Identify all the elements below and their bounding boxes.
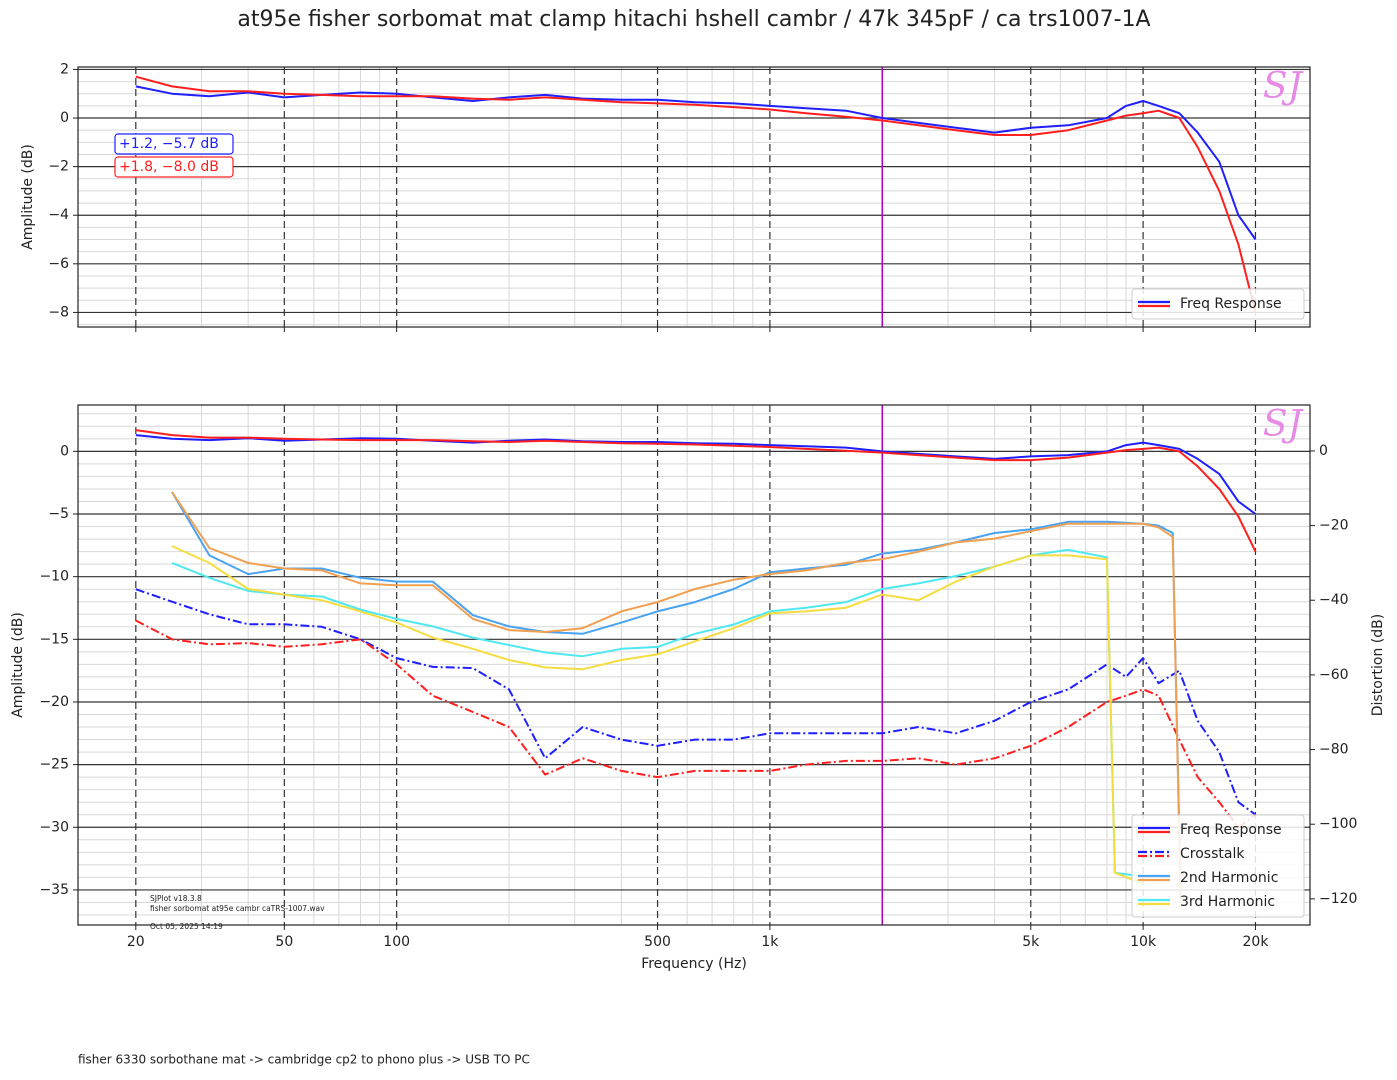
x-tick-label: 100 bbox=[383, 934, 410, 950]
x-tick-label: 500 bbox=[644, 934, 671, 950]
logo: SJ bbox=[1263, 66, 1305, 107]
x-tick-label: 1k bbox=[761, 934, 779, 950]
y2-tick-label: −20 bbox=[1319, 518, 1349, 534]
footer: fisher 6330 sorbothane mat -> cambridge … bbox=[78, 1053, 530, 1067]
series-line bbox=[171, 545, 1144, 885]
logo: SJ bbox=[1263, 404, 1305, 445]
annotation: +1.8, −8.0 dB bbox=[119, 159, 219, 175]
y-tick-label: 0 bbox=[60, 443, 69, 459]
legend-label: Crosstalk bbox=[1180, 846, 1245, 862]
series-line bbox=[171, 491, 1182, 899]
series-line bbox=[135, 434, 1257, 515]
y2-tick-label: −120 bbox=[1319, 891, 1357, 907]
y-tick-label: −30 bbox=[39, 819, 69, 835]
series-line bbox=[135, 588, 1257, 816]
chart-title: at95e fisher sorbomat mat clamp hitachi … bbox=[237, 7, 1150, 32]
legend-box bbox=[1131, 288, 1305, 320]
x-tick-label: 50 bbox=[275, 934, 293, 950]
annotation-box bbox=[114, 133, 234, 155]
y-tick-label: 2 bbox=[60, 61, 69, 77]
x-tick-label: 10k bbox=[1130, 934, 1157, 950]
series-line bbox=[171, 491, 1182, 892]
y-axis-label: Amplitude (dB) bbox=[20, 144, 36, 250]
legend-label: Freq Response bbox=[1180, 296, 1282, 312]
y2-tick-label: −60 bbox=[1319, 667, 1349, 683]
y-tick-label: −35 bbox=[39, 882, 69, 898]
annotation: +1.2, −5.7 dB bbox=[119, 136, 219, 152]
note: fisher sorbomat at95e cambr caTRS-1007.w… bbox=[150, 904, 325, 913]
y-tick-label: −5 bbox=[48, 506, 69, 522]
x-tick-label: 20 bbox=[127, 934, 145, 950]
y-tick-label: −4 bbox=[48, 207, 69, 223]
plot-frame bbox=[77, 66, 1311, 328]
series-line bbox=[135, 619, 1257, 829]
y-tick-label: −6 bbox=[48, 256, 69, 272]
note: Oct 05, 2025 14:19 bbox=[150, 922, 223, 931]
y-tick-label: −8 bbox=[48, 304, 69, 320]
y2-tick-label: −100 bbox=[1319, 816, 1357, 832]
series-line bbox=[135, 85, 1257, 241]
y-tick-label: −20 bbox=[39, 694, 69, 710]
legend-label: 3rd Harmonic bbox=[1180, 894, 1275, 910]
y2-tick-label: −40 bbox=[1319, 592, 1349, 608]
chart-panel: 20 50 100 500 1k 5k 10k 20k −35 −30 −25 −20 −15 −10 −5… bbox=[10, 404, 1386, 972]
y2-axis-label: Distortion (dB) bbox=[1370, 614, 1386, 716]
note: SJPlot v18.3.8 bbox=[150, 894, 202, 903]
y-axis-label: Amplitude (dB) bbox=[10, 612, 26, 718]
x-tick-label: 20k bbox=[1243, 934, 1270, 950]
legend-label: 2nd Harmonic bbox=[1180, 870, 1278, 886]
x-axis-label: Frequency (Hz) bbox=[641, 956, 747, 972]
legend-box bbox=[1131, 814, 1305, 918]
x-tick-label: 5k bbox=[1022, 934, 1040, 950]
series-line bbox=[135, 429, 1257, 553]
plot-frame bbox=[77, 404, 1311, 926]
legend-label: Freq Response bbox=[1180, 822, 1282, 838]
y-tick-label: 0 bbox=[60, 110, 69, 126]
chart-panel: −8 −6 −4 −2 0 2 SJ Amplitude (dB) +1.2, −5.7 dB +… bbox=[20, 61, 1311, 332]
y-tick-label: −25 bbox=[39, 757, 69, 773]
y2-tick-label: −80 bbox=[1319, 742, 1349, 758]
series-line bbox=[135, 75, 1257, 313]
annotation-box bbox=[114, 156, 234, 178]
y-tick-label: −15 bbox=[39, 631, 69, 647]
y-tick-label: −2 bbox=[48, 159, 69, 175]
y2-tick-label: 0 bbox=[1319, 443, 1328, 459]
y-tick-label: −10 bbox=[39, 569, 69, 585]
